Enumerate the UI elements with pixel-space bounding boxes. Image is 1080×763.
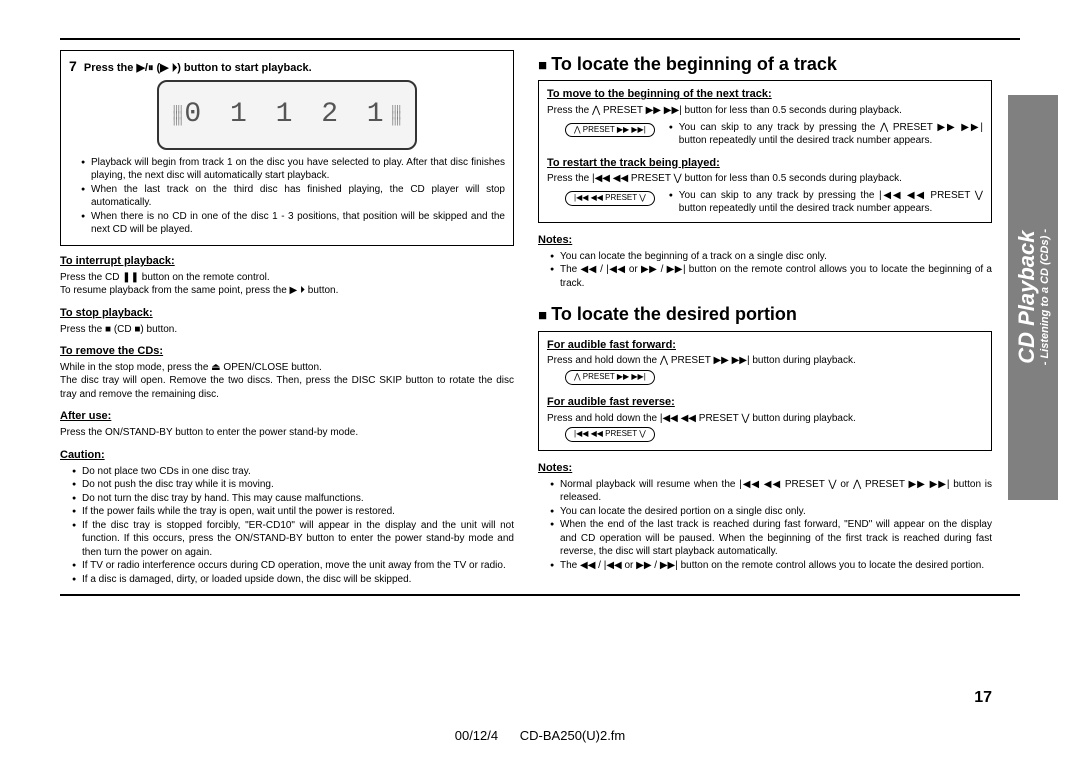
locate-portion-box: For audible fast forward: Press and hold… xyxy=(538,331,992,451)
bullet: When the last track on the third disc ha… xyxy=(81,183,505,210)
stop-heading: To stop playback: xyxy=(60,306,514,321)
fast-forward-heading: For audible fast forward: xyxy=(547,338,983,353)
after-line: Press the ON/STAND-BY button to enter th… xyxy=(60,426,514,440)
page-number: 17 xyxy=(974,689,992,707)
footer-date: 00/12/4 xyxy=(455,728,498,743)
caution-bullets: Do not place two CDs in one disc tray. D… xyxy=(60,465,514,587)
footer: 00/12/4 CD-BA250(U)2.fm xyxy=(0,728,1080,743)
right-column: To locate the beginning of a track To mo… xyxy=(538,50,992,586)
bullet: Do not place two CDs in one disc tray. xyxy=(72,465,514,479)
manual-page: CD Playback - Listening to a CD (CDs) - … xyxy=(0,0,1080,763)
bullet: The ◀◀ / |◀◀ or ▶▶ / ▶▶| button on the r… xyxy=(550,263,992,290)
fast-forward-text: Press and hold down the ⋀ PRESET ▶▶ ▶▶| … xyxy=(547,354,983,368)
restart-track-heading: To restart the track being played: xyxy=(547,156,983,171)
bullet: When the end of the last track is reache… xyxy=(550,518,992,559)
bullet: The ◀◀ / |◀◀ or ▶▶ / ▶▶| button on the r… xyxy=(550,559,992,573)
step-7-text: Press the ▶/⏸ (▶ ⏵) button to start play… xyxy=(84,62,312,74)
bullet: You can locate the beginning of a track … xyxy=(550,250,992,264)
remove-line: While in the stop mode, press the ⏏ OPEN… xyxy=(60,361,514,375)
interrupt-heading: To interrupt playback: xyxy=(60,254,514,269)
preset-up-button-illustration: ⋀ PRESET ▶▶ ▶▶| xyxy=(565,123,655,138)
bullet: When there is no CD in one of the disc 1… xyxy=(81,210,505,237)
bullet: Do not turn the disc tray by hand. This … xyxy=(72,492,514,506)
step-number: 7 xyxy=(69,58,77,74)
step-7-bullets: Playback will begin from track 1 on the … xyxy=(69,156,505,237)
footer-filename: CD-BA250(U)2.fm xyxy=(520,728,625,743)
left-column: 7 Press the ▶/⏸ (▶ ⏵) button to start pl… xyxy=(60,50,514,586)
locate-portion-title: To locate the desired portion xyxy=(538,302,992,326)
restart-track-tip-row: |◀◀ ◀◀ PRESET ⋁ You can skip to any trac… xyxy=(547,189,983,216)
stop-line: Press the ■ (CD ■) button. xyxy=(60,323,514,337)
next-track-tip-row: ⋀ PRESET ▶▶ ▶▶| You can skip to any trac… xyxy=(547,121,983,148)
preset-down-button-illustration: |◀◀ ◀◀ PRESET ⋁ xyxy=(565,191,655,206)
bullet: You can skip to any track by pressing th… xyxy=(669,121,983,148)
locate-begin-notes: You can locate the beginning of a track … xyxy=(538,250,992,291)
next-track-text: Press the ⋀ PRESET ▶▶ ▶▶| button for les… xyxy=(547,104,983,118)
locate-portion-notes: Normal playback will resume when the |◀◀… xyxy=(538,478,992,573)
bullet: Normal playback will resume when the |◀◀… xyxy=(550,478,992,505)
bullet: If the power fails while the tray is ope… xyxy=(72,505,514,519)
step-7-box: 7 Press the ▶/⏸ (▶ ⏵) button to start pl… xyxy=(60,50,514,246)
remove-heading: To remove the CDs: xyxy=(60,344,514,359)
display-digits: 0 1 1 2 1 xyxy=(184,96,389,134)
two-column-layout: 7 Press the ▶/⏸ (▶ ⏵) button to start pl… xyxy=(60,40,1020,586)
locate-beginning-box: To move to the beginning of the next tra… xyxy=(538,80,992,223)
remove-line: The disc tray will open. Remove the two … xyxy=(60,374,514,401)
bullet: You can locate the desired portion on a … xyxy=(550,505,992,519)
fast-reverse-text: Press and hold down the |◀◀ ◀◀ PRESET ⋁ … xyxy=(547,412,983,426)
next-track-heading: To move to the beginning of the next tra… xyxy=(547,87,983,102)
interrupt-line: To resume playback from the same point, … xyxy=(60,284,514,298)
cd-display-illustration: |||||||||||| 0 1 1 2 1 |||||||||||| xyxy=(157,80,417,150)
notes-heading: Notes: xyxy=(538,233,992,248)
step-7-heading: 7 Press the ▶/⏸ (▶ ⏵) button to start pl… xyxy=(69,57,505,76)
side-tab-subtitle: - Listening to a CD (CDs) - xyxy=(1039,229,1051,365)
bullet: If TV or radio interference occurs durin… xyxy=(72,559,514,573)
preset-down-button-illustration: |◀◀ ◀◀ PRESET ⋁ xyxy=(565,427,655,442)
locate-beginning-title: To locate the beginning of a track xyxy=(538,52,992,76)
interrupt-line: Press the CD ❚❚ button on the remote con… xyxy=(60,271,514,285)
bullet: If a disc is damaged, dirty, or loaded u… xyxy=(72,573,514,587)
preset-up-button-illustration: ⋀ PRESET ▶▶ ▶▶| xyxy=(565,370,655,385)
bullet: Do not push the disc tray while it is mo… xyxy=(72,478,514,492)
bullet: Playback will begin from track 1 on the … xyxy=(81,156,505,183)
caution-heading: Caution: xyxy=(60,448,514,463)
bullet: If the disc tray is stopped forcibly, "E… xyxy=(72,519,514,560)
after-heading: After use: xyxy=(60,409,514,424)
notes-heading: Notes: xyxy=(538,461,992,476)
fast-reverse-heading: For audible fast reverse: xyxy=(547,395,983,410)
restart-track-text: Press the |◀◀ ◀◀ PRESET ⋁ button for les… xyxy=(547,172,983,186)
bullet: You can skip to any track by pressing th… xyxy=(669,189,983,216)
bottom-rule xyxy=(60,594,1020,596)
